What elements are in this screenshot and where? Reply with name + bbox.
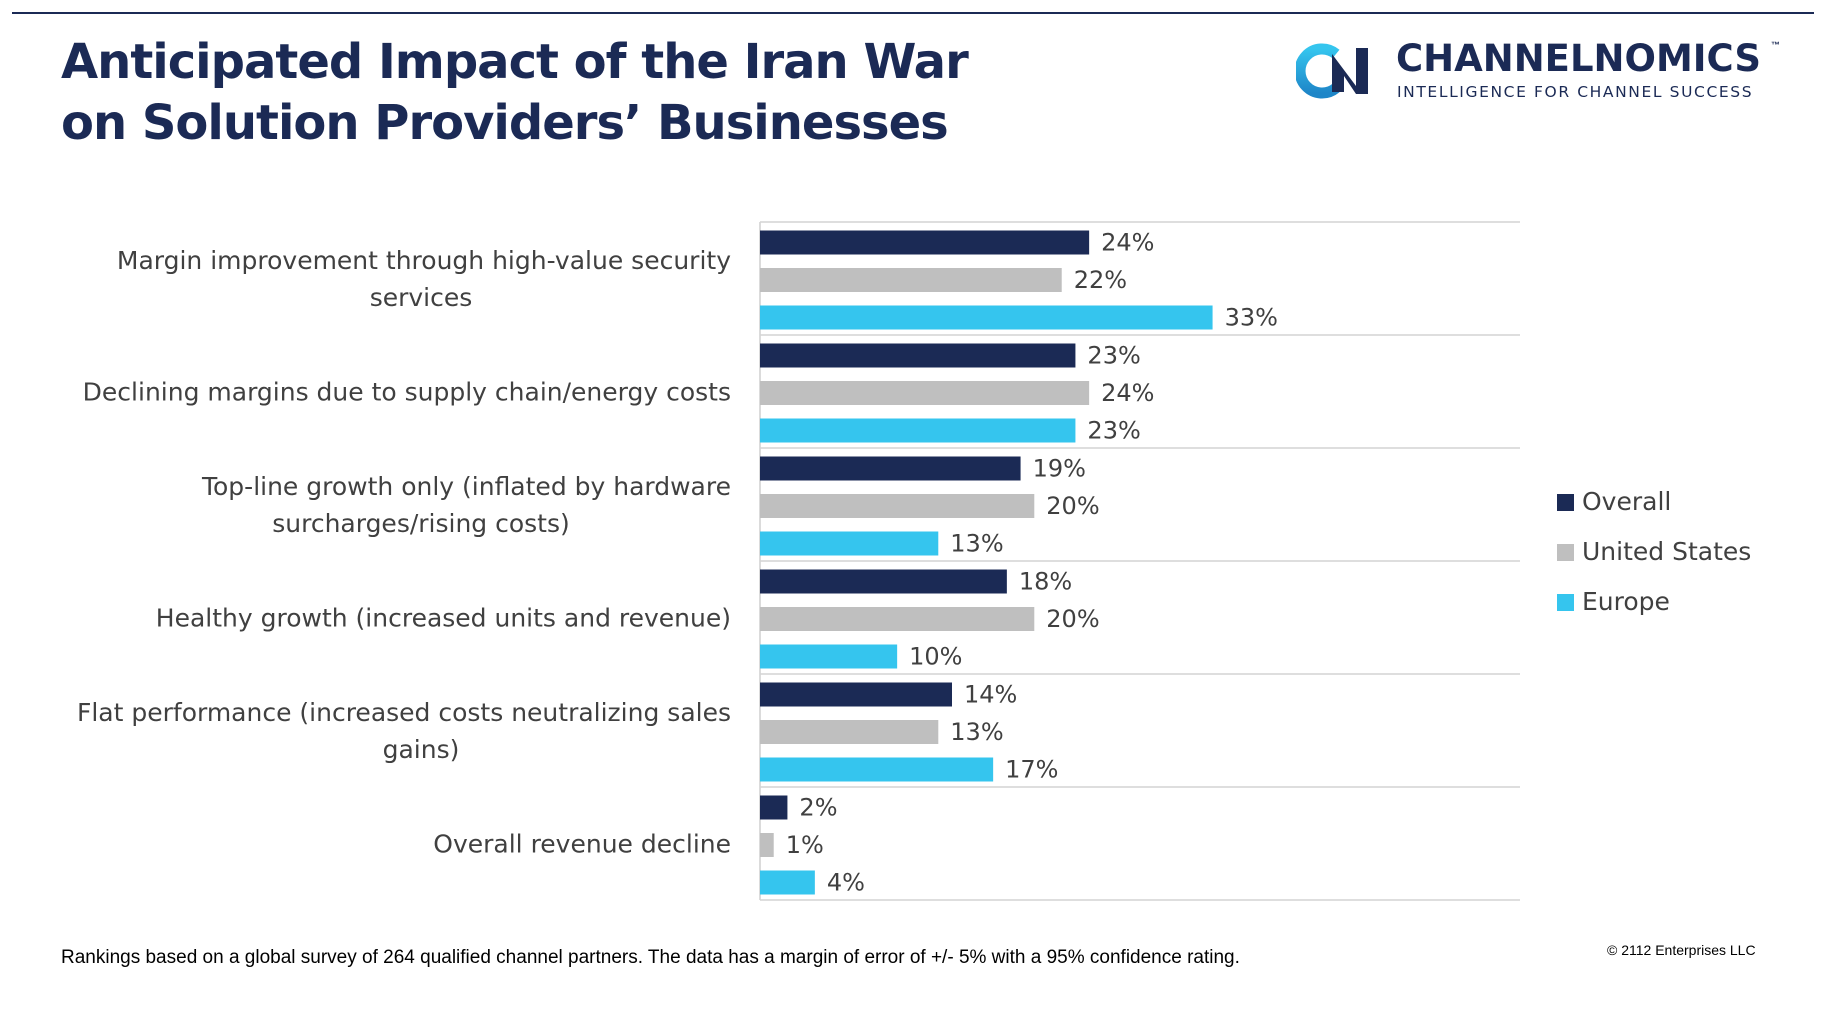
brand-tagline: INTELLIGENCE FOR CHANNEL SUCCESS xyxy=(1397,83,1754,101)
bar-europe xyxy=(760,305,1213,330)
data-label: 1% xyxy=(786,831,824,859)
data-label: 19% xyxy=(1033,455,1086,483)
data-label: 17% xyxy=(1005,756,1058,784)
data-label: 23% xyxy=(1087,417,1140,445)
data-label: 24% xyxy=(1101,379,1154,407)
category-label: services xyxy=(370,283,473,312)
data-label: 20% xyxy=(1046,605,1099,633)
category-label: Overall revenue decline xyxy=(433,830,731,859)
category-label: Flat performance (increased costs neutra… xyxy=(77,698,731,727)
channelnomics-logo-mark-icon xyxy=(1296,43,1368,99)
bar-united-states xyxy=(760,268,1062,292)
legend-label: Overall xyxy=(1582,487,1671,516)
title-line-1: Anticipated Impact of the Iran War xyxy=(61,34,969,90)
data-label: 24% xyxy=(1101,229,1154,257)
data-label: 4% xyxy=(827,869,865,897)
data-label: 13% xyxy=(950,530,1003,558)
bar-europe xyxy=(760,870,815,895)
data-label: 22% xyxy=(1074,266,1127,294)
legend-swatch xyxy=(1557,494,1574,511)
data-label: 33% xyxy=(1225,304,1278,332)
data-label: 20% xyxy=(1046,492,1099,520)
copyright: © 2112 Enterprises LLC xyxy=(1607,942,1756,958)
bar-overall xyxy=(760,230,1090,255)
category-label: Margin improvement through high-value se… xyxy=(117,246,731,275)
bar-overall xyxy=(760,456,1021,481)
bar-overall xyxy=(760,795,788,820)
bar-united-states xyxy=(760,381,1090,405)
category-label: gains) xyxy=(383,735,460,764)
brand-name: CHANNELNOMICS xyxy=(1396,37,1762,80)
category-label: Top-line growth only (inflated by hardwa… xyxy=(201,472,731,501)
data-label: 10% xyxy=(909,643,962,671)
bar-united-states xyxy=(760,720,939,744)
footnote: Rankings based on a global survey of 264… xyxy=(61,947,1240,968)
data-label: 18% xyxy=(1019,568,1072,596)
category-label: Healthy growth (increased units and reve… xyxy=(156,604,731,633)
legend-label: Europe xyxy=(1582,587,1670,616)
bar-united-states xyxy=(760,607,1035,631)
bar-europe xyxy=(760,418,1076,443)
top-rule xyxy=(12,12,1814,14)
brand-trademark: ™ xyxy=(1771,40,1780,50)
bar-united-states xyxy=(760,494,1035,518)
category-label: Declining margins due to supply chain/en… xyxy=(83,378,731,407)
title-line-2: on Solution Providers’ Businesses xyxy=(61,95,949,151)
bar-overall xyxy=(760,682,952,707)
bar-europe xyxy=(760,644,898,669)
legend-label: United States xyxy=(1582,537,1751,566)
data-label: 13% xyxy=(950,718,1003,746)
legend-swatch xyxy=(1557,544,1574,561)
bar-overall xyxy=(760,343,1076,368)
legend-swatch xyxy=(1557,594,1574,611)
channelnomics-logo: CHANNELNOMICS ™ INTELLIGENCE FOR CHANNEL… xyxy=(1296,38,1786,104)
data-label: 23% xyxy=(1087,342,1140,370)
category-label: surcharges/rising costs) xyxy=(272,509,570,538)
data-label: 2% xyxy=(799,794,837,822)
bar-overall xyxy=(760,569,1007,594)
data-label: 14% xyxy=(964,681,1017,709)
bar-europe xyxy=(760,531,939,556)
bar-united-states xyxy=(760,833,774,857)
page-title: Anticipated Impact of the Iran War on So… xyxy=(61,32,1041,154)
bar-europe xyxy=(760,757,994,782)
